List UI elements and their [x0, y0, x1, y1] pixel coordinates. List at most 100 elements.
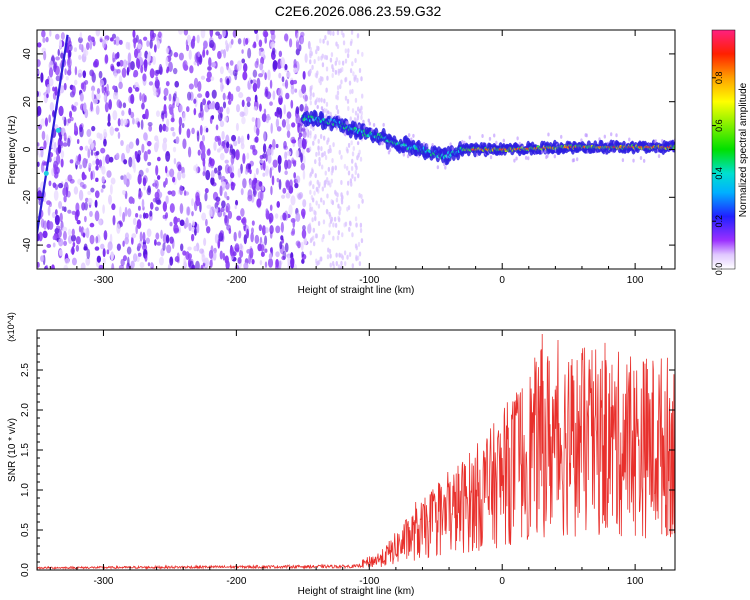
spectrogram-noise-cell [154, 179, 159, 189]
spectrogram-noise-cell [134, 151, 138, 160]
spectrogram-noise-cell [344, 95, 348, 101]
spectrogram-noise-cell [127, 208, 132, 218]
spectrogram-noise-cell [195, 195, 201, 207]
spectrogram-noise-cell [252, 79, 257, 84]
spectrogram-noise-cell [329, 218, 333, 224]
spectrogram-noise-cell [351, 108, 355, 114]
spectrogram-noise-cell [252, 144, 256, 153]
spectrogram-noise-cell [322, 135, 326, 141]
spectrogram-noise-cell [215, 207, 219, 213]
spectrogram-noise-cell [103, 138, 107, 147]
spectrogram-noise-cell [89, 234, 95, 245]
spectrogram-noise-cell [270, 146, 274, 156]
spectrogram-noise-cell [133, 69, 139, 78]
spectrogram-noise-cell [112, 57, 116, 62]
spectrogram-noise-cell [341, 255, 345, 261]
spectrogram-noise-cell [59, 85, 65, 94]
spectrogram-noise-cell [99, 38, 103, 43]
spectrogram-noise-cell [225, 40, 228, 46]
spectrogram-noise-cell [316, 179, 319, 185]
spectrogram-noise-cell [330, 170, 334, 176]
spectrogram-noise-cell [275, 251, 280, 258]
spectrogram-noise-cell [227, 99, 232, 105]
spectrogram-noise-cell [297, 122, 301, 128]
spectrogram-noise-cell [202, 98, 207, 106]
spectrogram-noise-cell [238, 230, 242, 239]
spectrogram-noise-cell [60, 140, 64, 149]
spectrogram-noise-cell [351, 61, 354, 67]
spectrogram-noise-cell [147, 122, 153, 127]
spectrogram-noise-cell [137, 205, 141, 211]
spectrogram-noise-cell [78, 189, 84, 201]
spectrogram-noise-cell [348, 220, 352, 226]
spectrogram-noise-cell [266, 147, 271, 156]
spectrogram-noise-cell [329, 253, 332, 259]
spectrogram-noise-cell [154, 206, 159, 212]
spectrogram-noise-cell [343, 222, 346, 228]
spectrogram-ridge-fringe [621, 158, 625, 163]
spectrogram-noise-cell [149, 210, 153, 217]
spectrogram-noise-cell [60, 32, 65, 40]
spectrogram-noise-cell [237, 168, 241, 178]
spectrogram-noise-cell [341, 60, 345, 66]
spectrogram-noise-cell [82, 228, 87, 234]
spectrogram-noise-cell [311, 64, 314, 70]
spectrogram-noise-cell [89, 210, 93, 218]
spectrogram-noise-cell [315, 200, 318, 206]
spectrogram-noise-cell [356, 113, 360, 119]
spectrogram-noise-cell [112, 85, 116, 91]
spectrogram-noise-cell [143, 150, 148, 162]
spectrogram-noise-cell [48, 180, 52, 187]
spectrogram-noise-cell [94, 210, 100, 222]
spectrogram-noise-cell [250, 232, 254, 243]
spectrogram-noise-cell [206, 49, 209, 56]
spectrogram-noise-cell [175, 96, 180, 107]
spectrogram-ridge-fringe [362, 119, 365, 124]
spectrogram-noise-cell [320, 146, 323, 152]
spectrogram-noise-cell [139, 214, 142, 219]
spectrogram-ridge-fringe [493, 133, 496, 138]
spectrogram-noise-cell [281, 119, 287, 128]
spectrogram-noise-cell [38, 231, 43, 242]
spectrogram-noise-cell [263, 130, 266, 142]
spectrogram-noise-cell [111, 203, 116, 211]
spectrogram-noise-cell [311, 217, 314, 223]
spectrogram-ridge-fringe [516, 136, 519, 141]
spectrogram-noise-cell [132, 30, 136, 39]
spectrogram-noise-cell [346, 165, 349, 171]
spectrogram-noise-cell [230, 93, 234, 102]
spectrogram-noise-cell [191, 220, 195, 227]
spectrogram-noise-cell [40, 118, 46, 127]
spectrogram-noise-cell [256, 198, 262, 208]
spectrogram-noise-cell [178, 30, 184, 35]
spectrogram-noise-cell [261, 113, 267, 123]
spectrogram-noise-cell [284, 159, 289, 170]
spectrogram-noise-cell [102, 204, 105, 214]
spectrogram-noise-cell [170, 126, 175, 132]
spectrogram-noise-cell [358, 68, 362, 74]
spectrogram-noise-cell [149, 39, 153, 49]
spectrogram-noise-cell [75, 244, 80, 252]
spectrogram-noise-cell [183, 256, 187, 268]
spectrogram-noise-cell [231, 134, 237, 142]
spectrogram-ridge-fringe [410, 137, 413, 142]
spectrogram-noise-cell [169, 236, 174, 244]
spectrogram-noise-cell [247, 189, 253, 200]
spectrogram-ridge-fringe [337, 115, 341, 120]
spectrogram-noise-cell [103, 94, 107, 102]
colorbar: 0.0 0.2 0.4 0.6 0.8 Normalized spectral ampl… [711, 29, 749, 275]
spectrogram-ridge-fringe [610, 132, 613, 137]
spectrogram-noise-cell [288, 204, 293, 216]
spectrogram-noise-cell [40, 218, 45, 229]
spectrogram-noise-cell [89, 39, 93, 50]
spectrogram-noise-cell [333, 216, 337, 222]
spectrogram-noise-cell [85, 42, 90, 50]
spectrogram-noise-cell [235, 199, 239, 206]
spectrogram-noise-cell [146, 140, 152, 147]
spectrogram-noise-cell [335, 260, 338, 266]
spectrogram-noise-cell [278, 87, 283, 99]
spectrogram-noise-cell [284, 242, 289, 253]
spectrogram-y-tick-label: 40 [22, 48, 33, 60]
spectrogram-noise-cell [259, 159, 264, 164]
